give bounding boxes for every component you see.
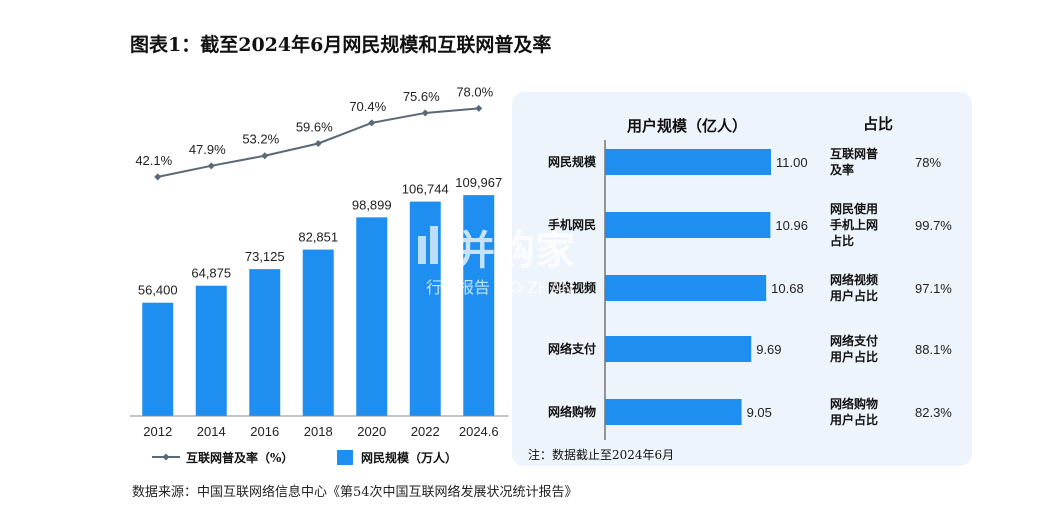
penetration-label: 47.9% — [189, 142, 226, 157]
watermark-logo-bar — [418, 236, 426, 264]
category-label: 网络支付 — [548, 341, 596, 356]
right-chart-header: 用户规模（亿人） — [627, 117, 747, 135]
bar-value-label: 10.68 — [771, 281, 804, 296]
bar-value-label: 9.69 — [756, 342, 781, 357]
category-label: 网络购物 — [548, 404, 596, 419]
population-bar-label: 56,400 — [138, 283, 178, 298]
ratio-header: 占比 — [863, 115, 893, 133]
penetration-point — [368, 119, 376, 127]
penetration-point — [154, 173, 162, 181]
user-scale-bar — [605, 336, 752, 362]
ratio-description-line: 网络支付 — [830, 333, 878, 348]
ratio-description-line: 网络视频 — [830, 272, 878, 287]
ratio-description-line: 手机上网 — [830, 217, 878, 232]
x-tick-label: 2020 — [357, 424, 386, 439]
penetration-label: 59.6% — [296, 119, 333, 134]
bar-value-label: 9.05 — [747, 405, 772, 420]
x-tick-label: 2016 — [250, 424, 279, 439]
population-bar-label: 98,899 — [352, 197, 392, 212]
ratio-description-line: 网络购物 — [830, 396, 878, 411]
penetration-point — [421, 109, 429, 117]
category-label: 网络视频 — [548, 280, 596, 295]
penetration-label: 78.0% — [456, 84, 493, 99]
left-combo-chart: 56,400 2012 64,875 2014 73,125 2016 82,851 2018… — [130, 84, 509, 465]
category-label: 手机网民 — [548, 217, 596, 232]
population-bar — [356, 217, 388, 416]
ratio-value: 88.1% — [915, 342, 952, 357]
ratio-value: 78% — [915, 155, 941, 170]
population-bar — [195, 285, 227, 416]
population-bar-label: 64,875 — [191, 266, 231, 281]
legend-bar-swatch — [337, 450, 353, 465]
watermark-logo-bar — [442, 231, 450, 264]
bar-value-label: 11.00 — [776, 155, 808, 170]
user-scale-bar — [605, 275, 767, 301]
ratio-description-line: 用户占比 — [829, 412, 878, 427]
ratio-value: 97.1% — [915, 281, 952, 296]
population-bar — [142, 302, 174, 416]
population-bar — [249, 269, 281, 416]
x-tick-label: 2018 — [304, 424, 333, 439]
x-tick-label: 2024.6 — [459, 424, 499, 439]
x-tick-label: 2012 — [143, 424, 172, 439]
penetration-label: 75.6% — [403, 89, 440, 104]
ratio-value: 99.7% — [915, 218, 952, 233]
chart-title: 图表1：截至2024年6月网民规模和互联网普及率 — [130, 34, 552, 56]
ratio-description-line: 互联网普 — [830, 146, 878, 161]
penetration-label: 53.2% — [242, 132, 279, 147]
user-scale-bar — [605, 149, 771, 175]
penetration-point — [475, 104, 483, 112]
watermark-brand: 并购家 — [455, 228, 575, 274]
population-bar — [302, 249, 334, 416]
x-tick-label: 2022 — [411, 424, 440, 439]
ratio-description-line: 及率 — [830, 162, 854, 177]
population-bar-label: 106,744 — [402, 182, 449, 197]
category-label: 网民规模 — [548, 154, 597, 169]
watermark-sub: 行业报告 IPO·ZHAN — [426, 278, 573, 297]
ratio-description-line: 用户占比 — [829, 288, 878, 303]
population-bar-label: 73,125 — [245, 249, 285, 264]
penetration-point — [314, 139, 322, 147]
right-chart-note: 注：数据截止至2024年6月 — [528, 447, 674, 462]
x-tick-label: 2014 — [197, 424, 226, 439]
ratio-description-line: 用户占比 — [829, 349, 878, 364]
population-bar-label: 109,967 — [455, 175, 502, 190]
penetration-label: 70.4% — [349, 99, 386, 114]
legend-line-label: 互联网普及率（%） — [186, 450, 293, 465]
ratio-value: 82.3% — [915, 405, 952, 420]
penetration-label: 42.1% — [135, 153, 172, 168]
user-scale-bar — [605, 212, 771, 238]
ratio-description-line: 网民使用 — [830, 201, 878, 216]
population-bar — [463, 195, 495, 416]
watermark-logo-bar — [430, 226, 438, 264]
penetration-point — [261, 152, 269, 160]
bar-value-label: 10.96 — [775, 218, 808, 233]
user-scale-bar — [605, 399, 742, 425]
legend-line-marker — [162, 453, 170, 461]
ratio-description-line: 占比 — [830, 233, 854, 248]
population-bar-label: 82,851 — [298, 230, 338, 245]
source-note: 数据来源：中国互联网络信息中心《第54次中国互联网络发展状况统计报告》 — [132, 485, 578, 500]
penetration-point — [207, 162, 215, 170]
legend-bar-label: 网民规模（万人） — [361, 450, 457, 465]
